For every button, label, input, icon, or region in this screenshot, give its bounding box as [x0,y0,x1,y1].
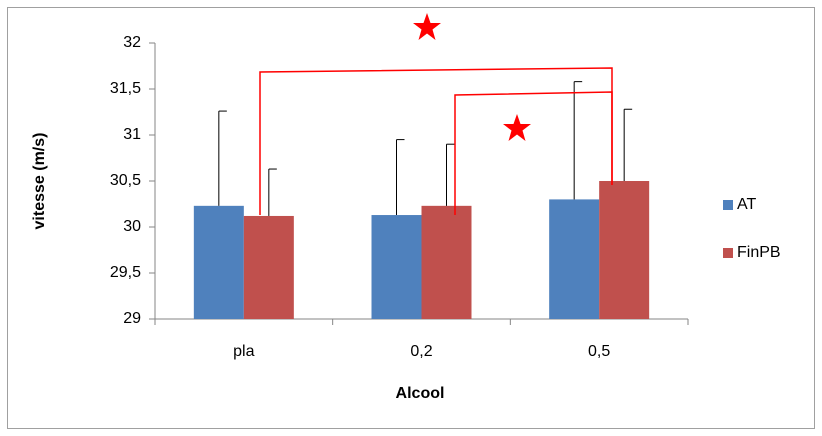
x-tick-label: 0,5 [588,343,610,360]
y-tick-label: 32 [123,34,141,51]
legend-swatch [723,248,733,258]
bar [599,181,650,319]
significance-star [413,13,441,40]
y-tick-label: 29 [123,310,141,327]
x-tick-label: pla [233,343,254,360]
y-tick-label: 31 [123,126,141,143]
legend-swatch [723,200,733,210]
x-axis-label: Alcool [396,385,445,402]
y-tick-label: 29,5 [110,264,141,281]
x-tick-label: 0,2 [410,343,432,360]
significance-star [503,114,531,141]
bar [193,205,244,319]
legend-label: AT [737,196,756,213]
legend-label: FinPB [737,244,781,261]
bracket [454,91,613,215]
y-axis-label: vitesse (m/s) [31,133,48,230]
bar [243,215,294,319]
y-tick-label: 30 [123,218,141,235]
y-tick-label: 31,5 [110,80,141,97]
bar [421,205,472,319]
bar [549,199,600,319]
y-tick-label: 30,5 [110,172,141,189]
bar [371,215,422,319]
significance-brackets [259,67,613,215]
